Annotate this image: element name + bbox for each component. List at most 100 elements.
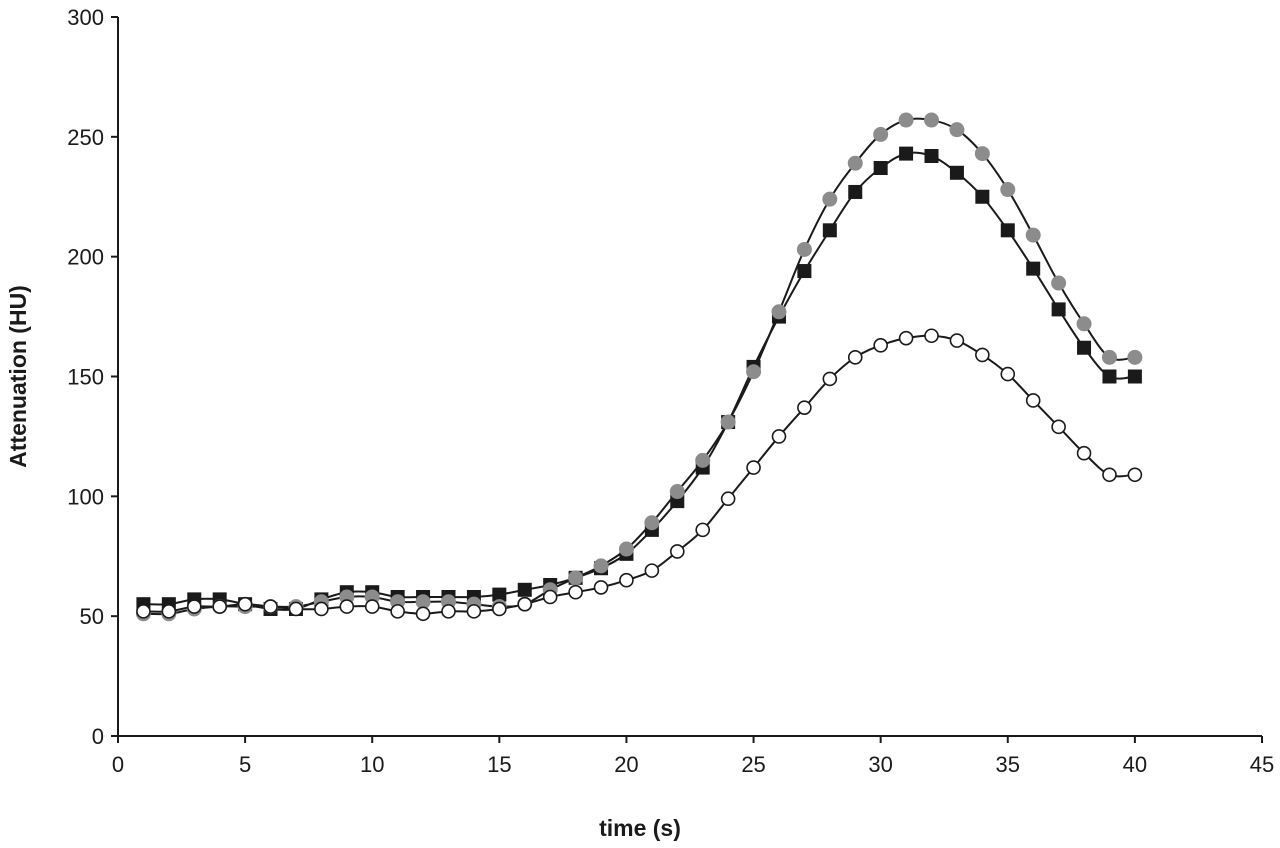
data-point xyxy=(1077,340,1092,355)
data-point xyxy=(492,601,507,617)
data-point xyxy=(899,146,914,161)
data-point xyxy=(644,515,660,531)
data-point xyxy=(618,541,634,557)
data-point xyxy=(186,599,202,614)
data-point xyxy=(746,364,762,380)
y-tick-label: 200 xyxy=(67,245,104,270)
x-tick-label: 15 xyxy=(487,752,511,777)
x-tick-label: 40 xyxy=(1123,752,1147,777)
data-point xyxy=(1000,223,1015,238)
x-tick-label: 10 xyxy=(360,752,384,777)
data-point xyxy=(441,604,456,619)
data-point xyxy=(517,582,532,597)
data-point xyxy=(1127,369,1142,384)
data-point xyxy=(822,191,838,207)
data-point xyxy=(720,414,736,430)
data-point xyxy=(797,264,812,279)
data-point xyxy=(949,122,965,138)
x-tick-label: 25 xyxy=(741,752,765,777)
y-tick-label: 50 xyxy=(80,604,104,629)
data-point xyxy=(314,601,329,617)
series-line-filled-square xyxy=(143,151,1135,611)
y-tick-label: 150 xyxy=(67,365,104,390)
data-point xyxy=(669,544,685,559)
x-ticks: 0 5 10 15 20 25 30 35 40 45 xyxy=(112,736,1274,777)
x-tick-label: 20 xyxy=(614,752,638,777)
y-tick-label: 300 xyxy=(67,5,104,30)
data-point xyxy=(720,491,736,507)
data-point xyxy=(466,604,482,619)
data-point xyxy=(593,580,609,595)
data-point xyxy=(847,350,863,365)
data-point xyxy=(1026,261,1041,276)
y-tick-label: 250 xyxy=(67,125,104,150)
data-point xyxy=(1051,302,1066,317)
data-point xyxy=(873,160,888,175)
series-points-filled-circle-gray xyxy=(135,112,1143,622)
data-point xyxy=(796,241,812,257)
data-point xyxy=(1051,275,1067,291)
data-point xyxy=(898,112,914,128)
data-point xyxy=(288,601,304,617)
data-point xyxy=(568,584,583,600)
y-tick-label: 100 xyxy=(67,484,104,509)
x-tick-label: 5 xyxy=(239,752,251,777)
data-point xyxy=(847,155,863,171)
x-tick-label: 30 xyxy=(868,752,892,777)
data-point xyxy=(1076,316,1092,332)
data-point xyxy=(822,223,837,238)
data-point xyxy=(1127,349,1143,365)
data-point xyxy=(974,146,990,162)
data-point xyxy=(517,596,533,612)
data-point xyxy=(695,452,711,468)
data-point xyxy=(1101,349,1117,365)
data-point xyxy=(975,189,990,204)
data-point xyxy=(669,484,685,500)
data-point xyxy=(1102,467,1117,483)
data-point xyxy=(695,522,711,538)
data-point xyxy=(619,572,634,588)
data-point xyxy=(1000,366,1016,382)
data-point xyxy=(237,596,253,612)
data-point xyxy=(924,112,940,128)
data-point xyxy=(771,304,787,320)
data-point xyxy=(898,330,914,346)
data-point xyxy=(848,184,863,199)
data-point xyxy=(1102,369,1117,384)
data-point xyxy=(390,604,405,619)
x-axis-title: time (s) xyxy=(599,815,681,841)
series-line-filled-circle-gray xyxy=(143,117,1135,616)
data-point xyxy=(161,604,177,619)
data-point xyxy=(1076,445,1092,461)
data-point xyxy=(949,333,965,348)
data-point xyxy=(593,558,609,574)
data-point xyxy=(136,604,151,619)
data-point xyxy=(873,126,889,142)
data-point xyxy=(644,563,660,578)
data-point xyxy=(212,599,227,614)
x-tick-label: 0 xyxy=(112,752,124,777)
data-point xyxy=(771,429,787,444)
y-ticks: 0 50 100 150 200 250 300 xyxy=(67,5,118,749)
data-point xyxy=(415,606,431,622)
series-points-filled-square xyxy=(136,146,1142,616)
data-point xyxy=(1051,419,1066,435)
x-tick-label: 45 xyxy=(1250,752,1274,777)
data-point xyxy=(1025,393,1041,408)
y-axis-title: Attenuation (HU) xyxy=(5,285,31,468)
x-tick-label: 35 xyxy=(996,752,1020,777)
data-point xyxy=(746,460,761,475)
data-point xyxy=(1127,467,1143,483)
data-point xyxy=(822,371,838,387)
series-lines xyxy=(143,117,1135,616)
series-markers xyxy=(135,112,1143,622)
data-point xyxy=(1025,227,1041,243)
data-point xyxy=(263,599,278,614)
data-point xyxy=(975,347,990,363)
data-point xyxy=(924,149,939,164)
y-tick-label: 0 xyxy=(92,724,104,749)
data-point xyxy=(364,599,380,614)
data-point xyxy=(924,328,939,344)
series-points-open-circle xyxy=(136,328,1143,622)
